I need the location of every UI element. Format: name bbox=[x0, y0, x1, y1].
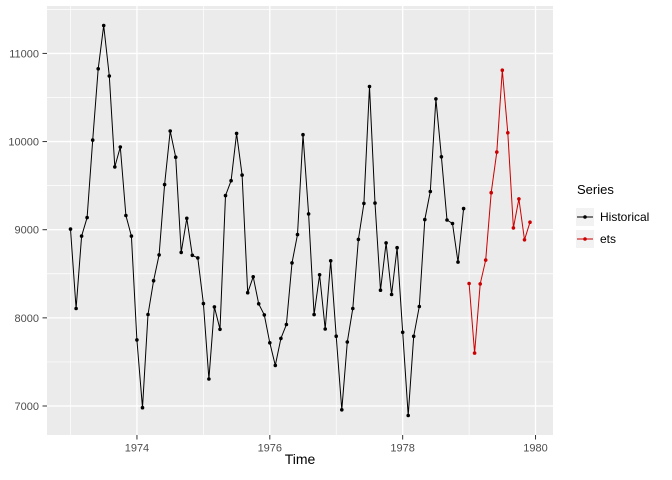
major-gridlines bbox=[47, 6, 553, 435]
line-point-glyph-icon bbox=[577, 215, 593, 219]
x-tick-label: 1978 bbox=[390, 443, 414, 455]
axis-ticks bbox=[42, 52, 537, 440]
legend: Series Historical ets bbox=[576, 182, 670, 252]
y-tick-label: 8000 bbox=[15, 313, 39, 325]
minor-gridlines bbox=[47, 6, 553, 435]
legend-key-historical bbox=[576, 208, 594, 226]
y-tick-labels: 7000 8000 9000 10000 11000 bbox=[8, 48, 39, 413]
x-tick-label: 1976 bbox=[258, 443, 282, 455]
line-point-glyph-icon bbox=[577, 237, 593, 241]
y-tick-label: 10000 bbox=[8, 137, 39, 149]
series-ets bbox=[467, 68, 532, 355]
y-tick-label: 9000 bbox=[15, 225, 39, 237]
x-tick-label: 1980 bbox=[523, 443, 547, 455]
legend-label-historical: Historical bbox=[600, 210, 650, 224]
x-axis-title: Time bbox=[284, 451, 316, 467]
legend-entry-ets: ets bbox=[576, 230, 670, 248]
y-tick-label: 7000 bbox=[15, 401, 39, 413]
legend-title: Series bbox=[577, 182, 614, 197]
x-tick-label: 1974 bbox=[125, 443, 149, 455]
y-tick-label: 11000 bbox=[9, 48, 39, 60]
x-tick-labels: 1974 1976 1978 1980 bbox=[125, 443, 548, 455]
series-historical bbox=[68, 23, 466, 418]
legend-label-ets: ets bbox=[600, 232, 617, 246]
panel-background bbox=[47, 6, 553, 435]
legend-key-ets bbox=[576, 230, 594, 248]
legend-entry-historical: Historical bbox=[576, 208, 670, 226]
